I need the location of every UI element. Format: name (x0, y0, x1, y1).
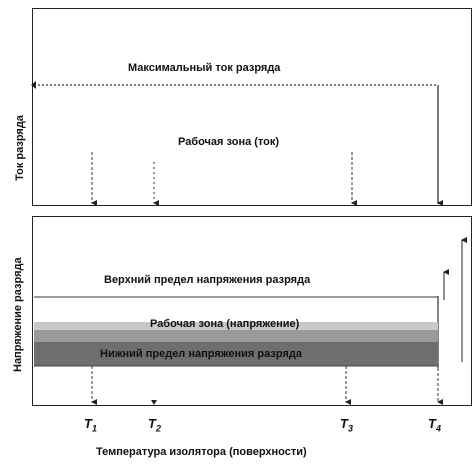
x-axis-label: Температура изолятора (поверхности) (96, 446, 307, 458)
t4-label: T4 (428, 416, 441, 434)
current-work-zone-label: Рабочая зона (ток) (178, 136, 280, 148)
lower-limit-dark-band (34, 342, 438, 366)
t3-label: T3 (340, 416, 353, 434)
t2-label: T2 (148, 416, 161, 434)
t1-label: T1 (84, 416, 97, 434)
t2-tick-icon (151, 400, 157, 405)
work-zone-mid-band (34, 330, 438, 344)
voltage-panel (32, 216, 472, 406)
upper-limit-line (34, 296, 438, 298)
max-current-arrow-icon (31, 81, 36, 89)
current-panel (32, 8, 472, 206)
lower-limit-label: Нижний предел напряжения разряда (100, 348, 302, 360)
max-current-label: Максимальный ток разряда (128, 62, 281, 74)
upper-limit-label: Верхний предел напряжения разряда (104, 274, 311, 286)
voltage-work-zone-label: Рабочая зона (напряжение) (150, 318, 300, 330)
